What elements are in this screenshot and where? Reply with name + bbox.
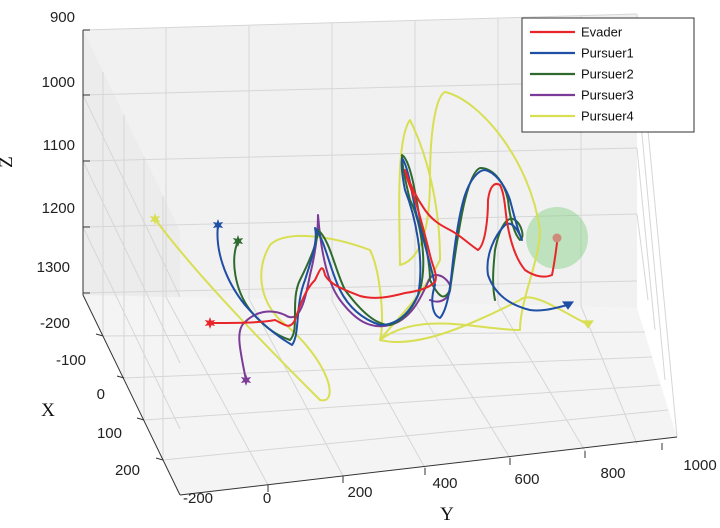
legend-label: Pursuer4 [581,109,634,124]
trajectory-markers [149,213,594,386]
x-tick-label: -100 [56,352,86,369]
z-tick-label: 1100 [43,137,75,154]
y-tick-label: 200 [347,484,372,501]
x-tick [116,375,125,379]
x-tick-label: 200 [115,462,140,479]
x-tick-label: -200 [40,315,70,332]
z-tick-label: 900 [50,9,75,26]
x-tick-label: 100 [97,425,122,442]
box-edges [82,30,678,496]
evader-start-marker [204,317,216,329]
pursuer4-trajectory [154,91,586,402]
y-tick-label: 800 [600,465,625,482]
capture-sphere-center [552,233,562,243]
pursuer4-end-marker [582,320,594,329]
axis-ticks [83,29,663,492]
x-axis-label: X [41,400,55,421]
x-tick [136,417,145,421]
pursuer2-trajectory [233,154,524,341]
pursuer2-start-marker [232,235,244,247]
y-tick-label: 1000 [683,457,716,474]
y-tick-label: 0 [263,490,271,507]
pursuer4-start-marker [149,213,161,225]
pursuer3-start-marker [240,374,252,386]
pursuer1-start-marker [212,219,224,231]
x-tick [155,457,164,461]
y-tick-label: -200 [183,490,213,507]
z-tick-label: 1000 [42,74,75,91]
legend-label: Evader [581,25,623,40]
grid-lines [82,13,678,486]
legend-label: Pursuer2 [581,67,634,82]
legend-label: Pursuer1 [581,46,634,61]
y-axis-label: Y [440,504,454,525]
trajectories [154,91,586,402]
evader-trajectory [209,169,558,327]
z-tick-label: 1200 [42,200,75,217]
legend-label: Pursuer3 [581,88,634,103]
z-axis-label: Z [0,156,17,168]
legend: Evader Pursuer1 Pursuer2 Pursuer3 Pursuer4 [521,17,695,133]
z-tick-label: 1300 [37,259,70,276]
pursuer1-trajectory [216,157,569,346]
tick-labels: 900 1000 1100 1200 1300 -200 -100 0 100 200 -200 0 2… [37,9,717,507]
pursuer1-end-marker [562,301,574,310]
x-tick-label: 0 [97,386,105,403]
y-tick-label: 400 [432,475,457,492]
floor-pane [83,295,677,495]
x-tick [95,333,104,337]
y-tick-label: 600 [514,471,539,488]
